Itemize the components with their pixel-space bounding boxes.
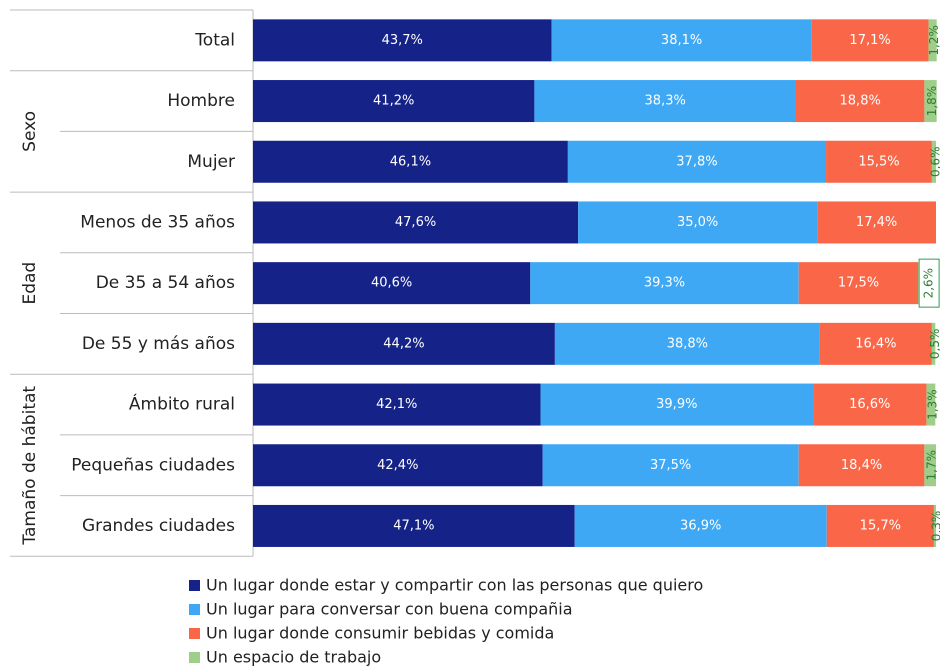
value-label: 46,1%	[390, 154, 431, 169]
bar-segment	[253, 322, 555, 365]
value-label: 1,7%	[925, 450, 939, 481]
row-label: Total	[194, 30, 235, 50]
bar-segment	[826, 140, 932, 183]
row-label: Pequeñas ciudades	[71, 455, 235, 475]
bar-segment	[574, 504, 827, 547]
label-box	[918, 258, 940, 308]
bar-segment	[798, 444, 925, 487]
value-label: 41,2%	[373, 94, 414, 109]
bar-segment	[253, 262, 531, 305]
legend-label: Un lugar donde consumir bebidas y comida	[206, 624, 554, 643]
bar-segment	[253, 383, 541, 426]
bar-segment	[924, 444, 936, 487]
bar-segment	[819, 322, 932, 365]
value-label: 17,5%	[838, 276, 879, 291]
bar-segment	[542, 444, 799, 487]
legend-swatch	[189, 604, 200, 615]
bar-segment	[928, 19, 937, 62]
value-label: 2,6%	[922, 268, 936, 299]
group-label: Edad	[20, 262, 40, 305]
value-label: 16,4%	[855, 336, 896, 351]
bar-segment	[813, 383, 927, 426]
value-label: 38,3%	[645, 94, 686, 109]
bar-segment	[534, 80, 796, 123]
value-label: 35,0%	[677, 215, 718, 230]
group-label: Tamaño de hábitat	[20, 386, 40, 546]
bar-segment	[931, 322, 936, 365]
bar-segment	[798, 262, 919, 305]
bar-segment	[554, 322, 820, 365]
bar-segment	[811, 19, 929, 62]
bar-segment	[530, 262, 799, 305]
bar-segment	[924, 80, 937, 123]
group-label: Sexo	[20, 111, 40, 152]
value-label: 0,5%	[928, 329, 940, 360]
value-label: 43,7%	[382, 33, 423, 48]
bar-segment	[578, 201, 818, 244]
value-label: 47,6%	[395, 215, 436, 230]
value-label: 17,4%	[856, 215, 897, 230]
value-label: 16,6%	[849, 397, 890, 412]
value-label: 1,8%	[925, 86, 939, 117]
row-label: Menos de 35 años	[80, 212, 235, 232]
value-label: 38,1%	[661, 33, 702, 48]
value-label: 39,3%	[644, 276, 685, 291]
value-label: 42,4%	[377, 458, 418, 473]
row-label: De 35 a 54 años	[96, 273, 235, 293]
bar-segment	[253, 80, 535, 123]
value-label: 0,6%	[928, 147, 940, 178]
bar-segment	[253, 444, 543, 487]
value-label: 37,5%	[650, 458, 691, 473]
bar-segment	[253, 504, 575, 547]
legend-label: Un lugar para conversar con buena compañ…	[206, 600, 573, 619]
value-label: 18,4%	[841, 458, 882, 473]
bar-segment	[551, 19, 812, 62]
row-label: Mujer	[187, 152, 235, 172]
bar-segment	[253, 19, 552, 62]
value-label: 1,3%	[925, 389, 939, 420]
value-label: 42,1%	[376, 397, 417, 412]
legend-swatch	[189, 580, 200, 591]
value-label: 15,7%	[860, 518, 901, 533]
bar-segment	[253, 140, 568, 183]
value-label: 40,6%	[371, 276, 412, 291]
bar-segment	[253, 201, 579, 244]
value-label: 47,1%	[393, 518, 434, 533]
bar-segment	[540, 383, 814, 426]
row-label: Ámbito rural	[129, 393, 235, 415]
legend-label: Un espacio de trabajo	[206, 648, 381, 667]
value-label: 1,2%	[927, 25, 940, 56]
value-label: 37,8%	[676, 154, 717, 169]
value-label: 0,3%	[929, 511, 940, 542]
bar-segment	[933, 504, 936, 547]
value-label: 39,9%	[656, 397, 697, 412]
value-label: 38,8%	[667, 336, 708, 351]
bar-segment	[931, 140, 936, 183]
legend-swatch	[189, 628, 200, 639]
bar-segment	[826, 504, 934, 547]
legend-label: Un lugar donde estar y compartir con las…	[206, 576, 703, 595]
value-label: 44,2%	[383, 336, 424, 351]
bar-segment	[817, 201, 936, 244]
row-label: Hombre	[167, 91, 235, 111]
row-label: Grandes ciudades	[82, 516, 235, 536]
bar-segment	[926, 383, 936, 426]
value-label: 17,1%	[849, 33, 890, 48]
bar-segment	[795, 80, 925, 123]
value-label: 36,9%	[680, 518, 721, 533]
bar-segment	[567, 140, 827, 183]
value-label: 15,5%	[858, 154, 899, 169]
value-label: 18,8%	[840, 94, 881, 109]
row-label: De 55 y más años	[82, 334, 235, 354]
legend-swatch	[189, 652, 200, 663]
